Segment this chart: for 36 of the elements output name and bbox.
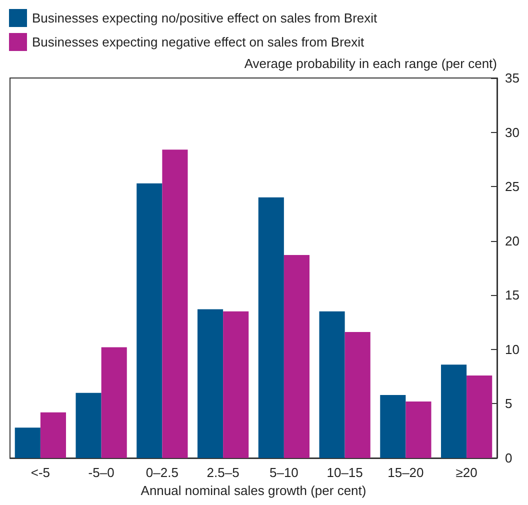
y-tick-label: 10 [505,342,520,357]
x-tick-label: 15–20 [388,465,424,480]
legend-label: Businesses expecting no/positive effect on sales from Brexit [32,10,378,26]
y-tick-label: 30 [505,124,520,140]
bar [380,395,406,458]
bar [466,375,492,458]
legend-label: Businesses expecting negative effect on sales from Brexit [32,34,365,50]
bar [344,332,370,458]
x-axis-title: Annual nominal sales growth (per cent) [140,482,366,498]
bar [40,412,66,458]
bar [14,428,40,458]
bar [136,183,162,458]
bar [101,347,127,458]
x-tick-label: 0–2.5 [146,465,178,480]
y-tick-label: 15 [505,288,520,303]
y-tick-label: 35 [505,70,520,86]
x-tick-label: <-5 [30,465,50,480]
bar [197,309,224,458]
x-tick-label: ≥20 [456,465,478,480]
bar [406,402,432,458]
y-axis-title: Average probability in each range (per cent) [244,56,497,71]
y-tick-label: 0 [505,450,512,466]
y-tick-label: 5 [505,396,512,412]
x-tick-label: -5–0 [88,465,114,480]
x-tick-label: 2.5–5 [206,465,240,480]
y-tick-label: 25 [505,179,520,194]
x-tick-label: 10–15 [326,465,363,480]
bar [440,364,467,458]
y-tick-label: 20 [505,233,520,248]
bar [76,392,102,458]
bar [223,311,249,458]
x-tick-label: 5–10 [269,465,298,480]
bar [162,150,188,458]
bar [258,197,284,458]
bar [319,311,345,458]
bar [284,254,310,458]
